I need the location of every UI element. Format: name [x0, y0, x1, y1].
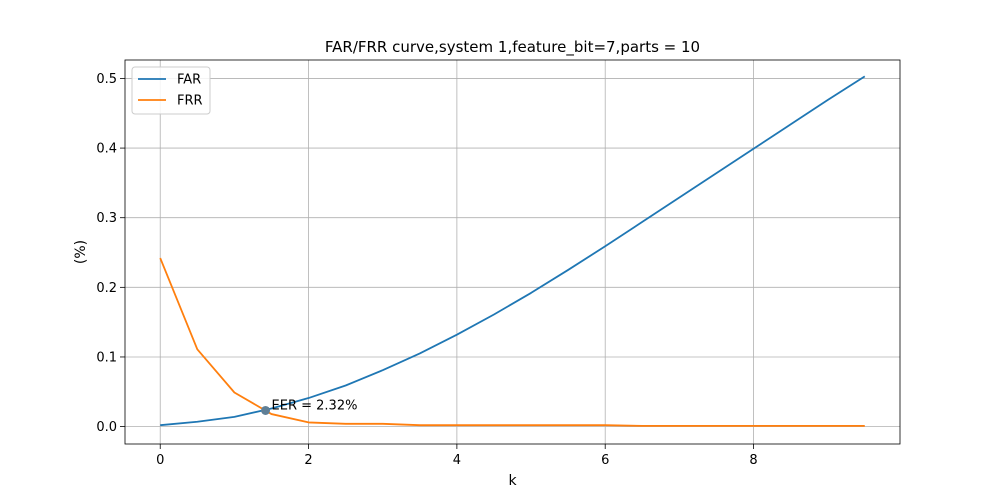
- y-tick: 0.1: [96, 350, 125, 365]
- eer-marker-layer: EER = 2.32%: [261, 398, 357, 415]
- legend: FAR FRR: [131, 66, 211, 115]
- x-axis-label: k: [508, 473, 517, 489]
- x-tick-label: 2: [304, 453, 312, 468]
- y-axis-label: (%): [73, 240, 89, 264]
- y-tick-label: 0.1: [96, 350, 117, 365]
- x-axis-ticks: 0 2 4 6 8: [156, 444, 758, 468]
- chart-title: FAR/FRR curve,system 1,feature_bit=7,par…: [325, 38, 700, 57]
- y-tick: 0.4: [96, 142, 125, 157]
- legend-label: FAR: [177, 73, 201, 88]
- legend-label: FRR: [177, 94, 203, 109]
- eer-point: [261, 405, 271, 415]
- y-tick-label: 0.3: [96, 211, 117, 226]
- x-tick-label: 0: [156, 453, 164, 468]
- legend-entry-far: FAR: [138, 73, 201, 88]
- y-tick: 0.5: [96, 72, 125, 87]
- legend-entry-frr: FRR: [138, 94, 203, 109]
- series-layer: [159, 75, 866, 427]
- y-tick: 0.3: [96, 211, 125, 226]
- x-tick: 0: [156, 444, 164, 468]
- y-tick: 0.0: [96, 420, 125, 435]
- y-tick-label: 0.2: [96, 281, 117, 296]
- y-tick-label: 0.0: [96, 420, 117, 435]
- y-tick-label: 0.4: [96, 142, 117, 157]
- y-tick: 0.2: [96, 281, 125, 296]
- eer-annotation: EER = 2.32%: [272, 398, 358, 413]
- x-tick: 4: [453, 444, 461, 468]
- x-tick-label: 4: [453, 453, 461, 468]
- grid-lines: [125, 60, 900, 444]
- series-line-frr: [159, 257, 865, 427]
- x-tick: 2: [304, 444, 313, 468]
- x-tick-label: 8: [749, 453, 757, 468]
- x-tick: 8: [749, 444, 758, 468]
- series-line-far: [160, 75, 866, 427]
- x-tick: 6: [601, 444, 609, 468]
- axes-frame: [124, 59, 901, 445]
- x-tick-label: 6: [601, 453, 609, 468]
- y-axis-ticks: 0.0 0.1 0.2 0.3 0.4 0.5: [96, 72, 125, 435]
- y-tick-label: 0.5: [96, 72, 117, 87]
